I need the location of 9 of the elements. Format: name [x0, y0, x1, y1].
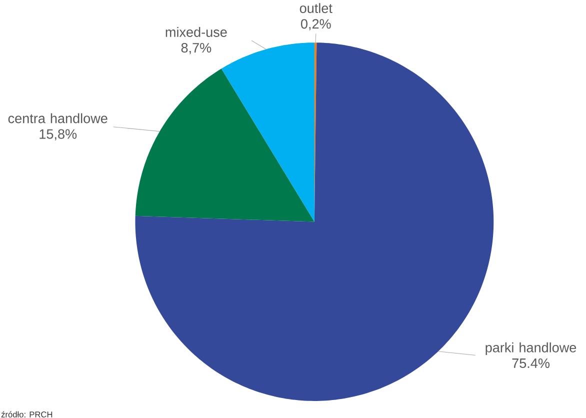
slice-label: parki handlowe — [486, 342, 576, 355]
data-label: 15,8% — [40, 129, 77, 140]
slice-label: outlet — [300, 2, 332, 13]
data-label: 0,2% — [300, 18, 331, 30]
text: źródło: PRCH — [1, 410, 52, 418]
data-label: 8,7% — [181, 42, 212, 54]
data-label: 75.4% — [512, 358, 550, 368]
slice-label: mixed-use — [166, 26, 227, 37]
slice-label: centra handlowe — [8, 113, 108, 123]
